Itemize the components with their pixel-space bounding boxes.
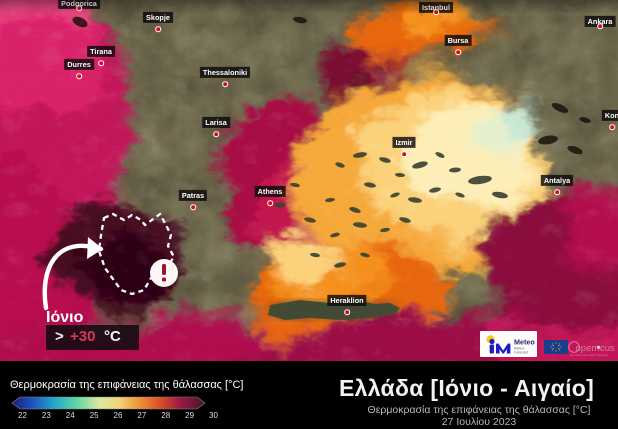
svg-text:cus: cus <box>600 343 615 354</box>
svg-text:Meteo: Meteo <box>514 338 535 347</box>
svg-text:Forecast: Forecast <box>514 351 528 355</box>
svg-text:opern: opern <box>576 343 600 354</box>
svg-text:EU's Earth Observation Program: EU's Earth Observation Programme <box>570 354 609 357</box>
